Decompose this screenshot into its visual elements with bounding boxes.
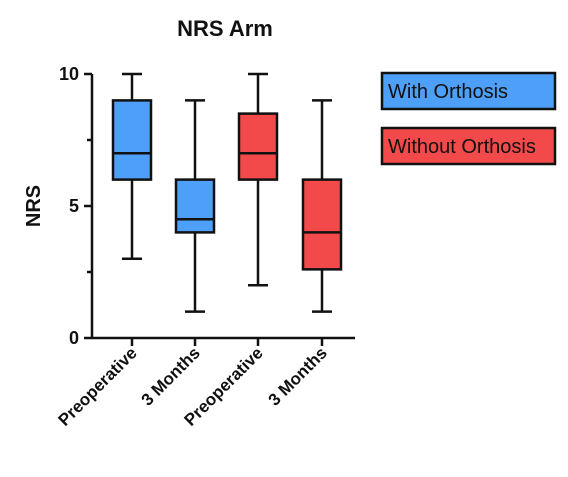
x-tick-label: Preoperative — [55, 343, 141, 429]
legend-swatch — [380, 126, 557, 166]
x-tick-label: 3 Months — [265, 343, 331, 409]
legend-label: Without Orthosis — [388, 136, 536, 158]
box-iqr — [111, 99, 153, 181]
legend: With Orthosis Without Orthosis — [380, 71, 557, 166]
x-tick-label: 3 Months — [138, 343, 204, 409]
chart-title: NRS Arm — [177, 16, 273, 41]
box-iqr — [301, 178, 343, 271]
legend-label: With Orthosis — [388, 81, 508, 103]
legend-item-2: Without Orthosis — [380, 126, 557, 166]
box-iqr — [237, 112, 279, 181]
y-tick-label: 10 — [59, 64, 79, 84]
box-plot-3 — [237, 72, 279, 287]
box-plot-4 — [301, 99, 343, 313]
box-iqr — [174, 178, 216, 234]
box-plot-2 — [174, 99, 216, 313]
y-axis-label: NRS — [23, 185, 45, 227]
y-tick-label: 5 — [69, 196, 79, 216]
legend-item-1: With Orthosis — [380, 71, 557, 111]
box-plot-1 — [111, 72, 153, 261]
legend-swatch — [380, 71, 557, 111]
y-tick-label: 0 — [69, 328, 79, 348]
